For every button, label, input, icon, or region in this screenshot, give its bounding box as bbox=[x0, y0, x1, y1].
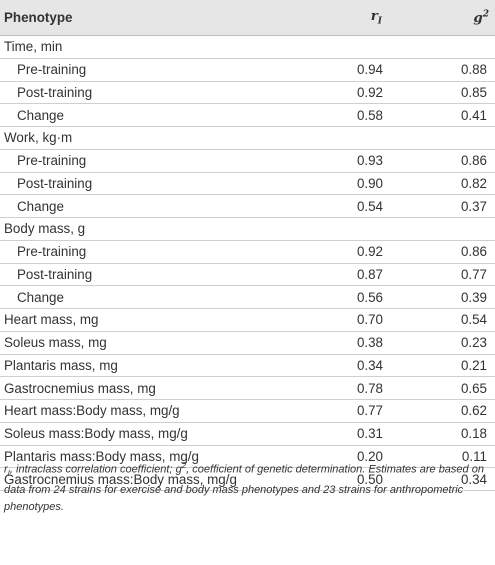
row-g2-value: 0.85 bbox=[390, 81, 495, 105]
row-label: Plantaris mass, mg bbox=[0, 354, 285, 378]
table-row: Pre-training 0.92 0.86 bbox=[0, 240, 495, 264]
table-row: Soleus mass:Body mass, mg/g 0.31 0.18 bbox=[0, 422, 495, 446]
table-row: Work, kg·m bbox=[0, 126, 495, 150]
row-r-value: 0.77 bbox=[285, 399, 390, 423]
header-row: Phenotype rI g2 bbox=[0, 0, 495, 36]
row-g2-value: 0.18 bbox=[390, 422, 495, 446]
row-label: Body mass, g bbox=[0, 217, 285, 241]
row-label: Pre-training bbox=[0, 58, 285, 82]
row-g2-value: 0.39 bbox=[390, 285, 495, 309]
row-label: Heart mass, mg bbox=[0, 308, 285, 332]
row-r-value: 0.54 bbox=[285, 194, 390, 218]
row-r-value: 0.92 bbox=[285, 81, 390, 105]
row-g2-value bbox=[390, 126, 495, 150]
row-label: Work, kg·m bbox=[0, 126, 285, 150]
table-row: Gastrocnemius mass, mg 0.78 0.65 bbox=[0, 376, 495, 400]
row-r-value: 0.50 bbox=[285, 467, 390, 491]
row-label: Plantaris mass:Body mass, mg/g bbox=[0, 445, 285, 469]
row-g2-value: 0.77 bbox=[390, 263, 495, 287]
table-row: Change 0.54 0.37 bbox=[0, 194, 495, 218]
header-r: rI bbox=[285, 0, 390, 36]
row-g2-value: 0.65 bbox=[390, 376, 495, 400]
row-label: Gastrocnemius mass:Body mass, mg/g bbox=[0, 467, 285, 491]
row-label: Gastrocnemius mass, mg bbox=[0, 376, 285, 400]
row-label: Pre-training bbox=[0, 240, 285, 264]
row-r-value: 0.87 bbox=[285, 263, 390, 287]
header-phenotype: Phenotype bbox=[0, 0, 285, 36]
row-label: Post-training bbox=[0, 263, 285, 287]
row-r-value bbox=[285, 126, 390, 150]
row-label: Change bbox=[0, 194, 285, 218]
footnote-r: r bbox=[4, 463, 8, 476]
footnote-text-1: , intraclass correlation coefficient; bbox=[9, 463, 176, 476]
row-r-value: 0.56 bbox=[285, 285, 390, 309]
table-row: Pre-training 0.93 0.86 bbox=[0, 149, 495, 173]
row-g2-value: 0.21 bbox=[390, 354, 495, 378]
row-label: Post-training bbox=[0, 172, 285, 196]
row-r-value: 0.92 bbox=[285, 240, 390, 264]
table-row: Gastrocnemius mass:Body mass, mg/g 0.50 0.… bbox=[0, 467, 495, 491]
table-row: Post-training 0.87 0.77 bbox=[0, 263, 495, 287]
row-g2-value: 0.41 bbox=[390, 103, 495, 127]
row-label: Soleus mass, mg bbox=[0, 331, 285, 355]
row-r-value: 0.20 bbox=[285, 445, 390, 469]
row-r-value: 0.78 bbox=[285, 376, 390, 400]
table-row: Change 0.58 0.41 bbox=[0, 103, 495, 127]
table-row: Post-training 0.92 0.85 bbox=[0, 81, 495, 105]
row-g2-value: 0.23 bbox=[390, 331, 495, 355]
table-container: Phenotype rI g2 Time, min Pre-training 0.9… bbox=[0, 0, 495, 513]
table-row: Body mass, g bbox=[0, 217, 495, 241]
row-label: Post-training bbox=[0, 81, 285, 105]
row-g2-value: 0.54 bbox=[390, 308, 495, 332]
row-r-value: 0.34 bbox=[285, 354, 390, 378]
row-g2-value: 0.86 bbox=[390, 240, 495, 264]
table-header: Phenotype rI g2 bbox=[0, 0, 495, 36]
row-g2-value: 0.88 bbox=[390, 58, 495, 82]
row-label: Heart mass:Body mass, mg/g bbox=[0, 399, 285, 423]
row-g2-value: 0.34 bbox=[390, 467, 495, 491]
row-r-value: 0.94 bbox=[285, 58, 390, 82]
row-label: Pre-training bbox=[0, 149, 285, 173]
data-table: Phenotype rI g2 Time, min Pre-training 0.9… bbox=[0, 0, 495, 491]
row-r-value bbox=[285, 217, 390, 241]
footnote-g: g bbox=[175, 463, 182, 476]
header-r-sub: I bbox=[377, 16, 382, 27]
row-r-value: 0.58 bbox=[285, 103, 390, 127]
row-r-value: 0.70 bbox=[285, 308, 390, 332]
row-g2-value bbox=[390, 35, 495, 59]
table-row: Change 0.56 0.39 bbox=[0, 285, 495, 309]
row-label: Time, min bbox=[0, 35, 285, 59]
row-r-value: 0.90 bbox=[285, 172, 390, 196]
header-g2: g2 bbox=[390, 0, 495, 36]
row-g2-value: 0.11 bbox=[390, 445, 495, 469]
row-g2-value: 0.86 bbox=[390, 149, 495, 173]
row-g2-value: 0.37 bbox=[390, 194, 495, 218]
table-row: Heart mass:Body mass, mg/g 0.77 0.62 bbox=[0, 399, 495, 423]
table-body: Time, min Pre-training 0.94 0.88 Post-traini… bbox=[0, 35, 495, 491]
row-r-value: 0.93 bbox=[285, 149, 390, 173]
table-row: Time, min bbox=[0, 35, 495, 59]
row-g2-value: 0.82 bbox=[390, 172, 495, 196]
row-label: Change bbox=[0, 103, 285, 127]
header-g-sup: 2 bbox=[482, 9, 489, 20]
footnote-text-2: , coefficient of genetic determination. … bbox=[4, 463, 484, 514]
header-g-label: g bbox=[473, 9, 483, 26]
table-row: Pre-training 0.94 0.88 bbox=[0, 58, 495, 82]
row-g2-value: 0.62 bbox=[390, 399, 495, 423]
header-r-label: r bbox=[370, 8, 378, 25]
row-label: Soleus mass:Body mass, mg/g bbox=[0, 422, 285, 446]
row-r-value bbox=[285, 35, 390, 59]
table-row: Plantaris mass:Body mass, mg/g 0.20 0.11 bbox=[0, 445, 495, 469]
footnote-g-sup: 2 bbox=[181, 461, 187, 470]
row-g2-value bbox=[390, 217, 495, 241]
row-r-value: 0.38 bbox=[285, 331, 390, 355]
table-footnote: rI, intraclass correlation coefficient; … bbox=[4, 457, 488, 516]
table-row: Plantaris mass, mg 0.34 0.21 bbox=[0, 354, 495, 378]
table-row: Soleus mass, mg 0.38 0.23 bbox=[0, 331, 495, 355]
table-row: Heart mass, mg 0.70 0.54 bbox=[0, 308, 495, 332]
footnote-r-sub: I bbox=[7, 468, 10, 478]
row-r-value: 0.31 bbox=[285, 422, 390, 446]
table-row: Post-training 0.90 0.82 bbox=[0, 172, 495, 196]
row-label: Change bbox=[0, 285, 285, 309]
